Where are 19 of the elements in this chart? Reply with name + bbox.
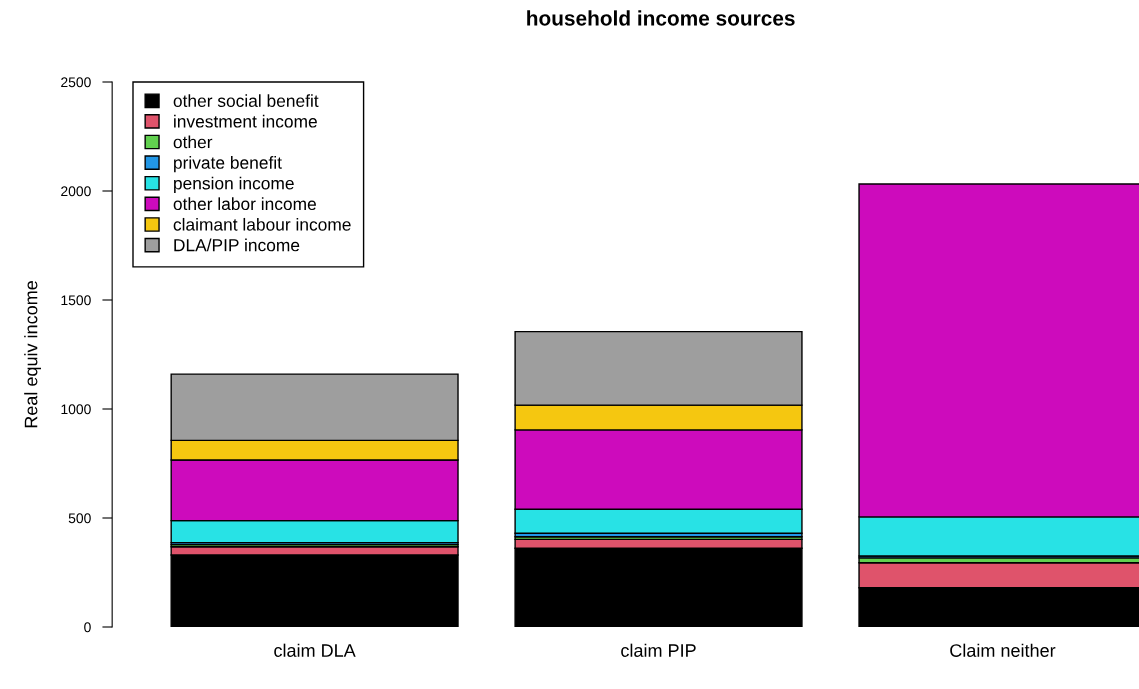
- y-tick-label: 0: [84, 622, 91, 633]
- y-axis-title: Real equiv income: [24, 281, 41, 428]
- y-tick-label: 1000: [61, 404, 91, 415]
- legend-label: other social benefit: [173, 94, 319, 107]
- legend-label: other: [173, 135, 213, 149]
- x-tick-label: Claim neither: [950, 643, 1056, 657]
- x-tick-label: claim DLA: [274, 643, 356, 657]
- legend-label: claimant labour income: [173, 217, 351, 231]
- legend-label: pension income: [174, 176, 294, 193]
- y-tick-label: 1500: [61, 295, 91, 306]
- legend-label: other labor income: [173, 197, 316, 211]
- y-tick-label: 500: [68, 513, 91, 524]
- y-tick-label: 2000: [61, 186, 91, 197]
- legend-label: private benefit: [174, 156, 282, 173]
- legend-label: DLA/PIP income: [174, 238, 300, 252]
- y-tick-label: 2500: [61, 77, 91, 88]
- legend-label: investment income: [174, 114, 317, 128]
- chart-title: household income sources: [527, 10, 795, 26]
- x-tick-label: claim PIP: [621, 643, 696, 657]
